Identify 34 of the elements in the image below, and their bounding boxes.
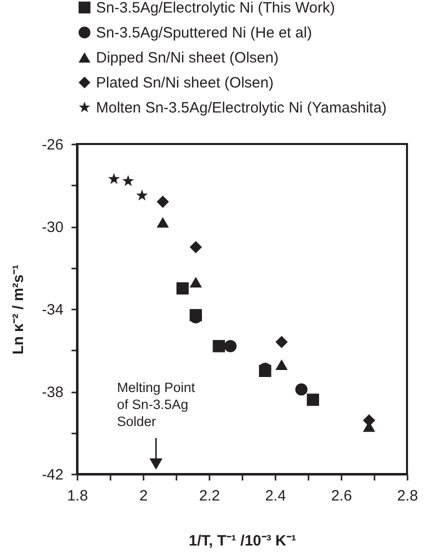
y-tick-label: -42: [42, 466, 64, 484]
point: [190, 241, 202, 254]
point: [275, 336, 288, 348]
point: [108, 172, 120, 184]
point: [190, 276, 202, 288]
x-tick-label: 2: [139, 488, 148, 504]
point: [156, 196, 169, 208]
y-tick-label: -30: [42, 219, 64, 236]
point: [295, 383, 308, 396]
y-axis-title: Ln κ⁻² / m²s⁻¹: [10, 264, 27, 355]
legend-label: Dipped Sn/Ni sheet (Olsen): [96, 50, 279, 66]
y-tick-label: -34: [42, 302, 64, 318]
x-axis-title: 1/T, T⁻¹ /10⁻³ K⁻¹: [188, 532, 296, 550]
point: [362, 414, 376, 426]
x-tick-label: 2.8: [397, 488, 418, 504]
x-tick-label: 1.8: [67, 488, 88, 504]
point: [275, 359, 288, 370]
point: [306, 394, 320, 406]
point: [136, 189, 148, 201]
x-tick-label: 2.4: [265, 488, 286, 504]
legend-label: Plated Sn/Ni sheet (Olsen): [96, 74, 274, 92]
legend-label: Sn-3.5Ag/Sputtered Ni (He et al): [96, 24, 312, 42]
legend-label: Molten Sn-3.5Ag/Electrolytic Ni (Yamashita): [96, 100, 387, 116]
point: [176, 282, 189, 294]
point: [122, 175, 134, 186]
legend-label: Sn-3.5Ag/Electrolytic Ni (This Work): [96, 0, 335, 16]
y-tick-label: -26: [42, 136, 64, 154]
annotation: Melting Point of Sn-3.5Ag Solder: [117, 380, 196, 429]
x-tick-label: 2.2: [199, 488, 220, 504]
point: [156, 217, 169, 228]
y-tick-label: -38: [42, 384, 64, 401]
point: [224, 340, 237, 352]
x-tick-label: 2.6: [331, 488, 352, 504]
point: [212, 340, 226, 352]
